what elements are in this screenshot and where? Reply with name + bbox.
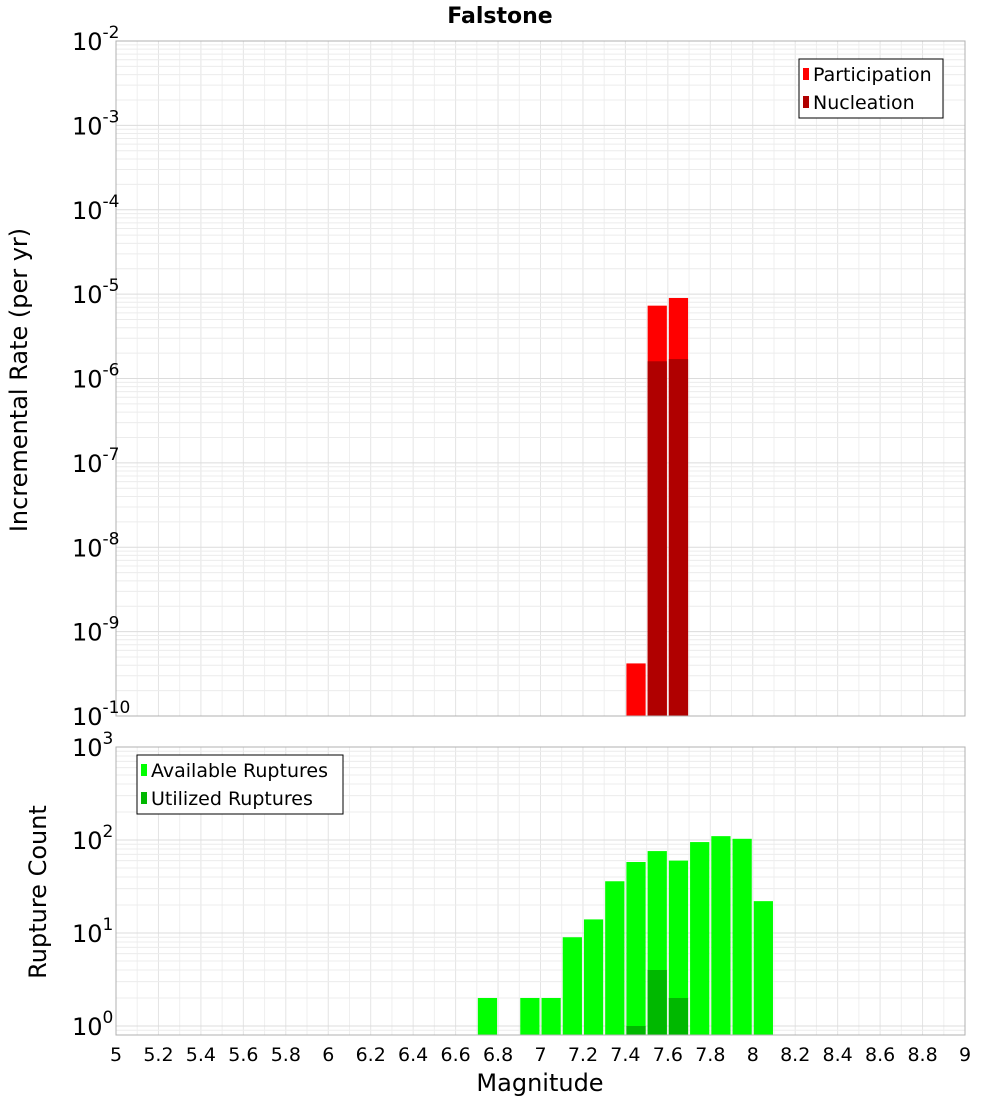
x-tick-label: 5.8 xyxy=(271,1044,301,1066)
top-y-axis-label: Incremental Rate (per yr) xyxy=(5,228,33,532)
top-legend: Participation Nucleation xyxy=(798,58,944,119)
top-plot-frame xyxy=(115,40,966,717)
top-bar-s1 xyxy=(626,663,646,716)
top-y-tick-label: 10-4 xyxy=(72,192,120,225)
bottom-bar-s1 xyxy=(690,842,710,1035)
bottom-bar-s1 xyxy=(562,937,582,1035)
top-y-tick-label: 10-3 xyxy=(72,107,120,140)
top-y-tick-label: 10-9 xyxy=(72,614,120,647)
x-tick-label: 5.6 xyxy=(228,1044,258,1066)
bottom-y-tick-label: 102 xyxy=(72,822,113,855)
bottom-legend-label: Utilized Ruptures xyxy=(151,788,313,810)
bottom-bar-s1 xyxy=(520,997,540,1035)
x-tick-label: 8.8 xyxy=(907,1044,937,1066)
bottom-bar-s1 xyxy=(626,861,646,1035)
bottom-legend-box xyxy=(136,754,344,815)
top-y-tick-label: 10-10 xyxy=(72,698,130,731)
top-bars xyxy=(626,297,689,716)
bottom-y-tick-label: 100 xyxy=(72,1008,113,1041)
x-ticks: 5 5.2 5.4 5.6 5.8 6 6.2 6.4 6.6 6.8 7 7.2 7.4 7.6 7.8 8… xyxy=(110,1044,971,1066)
top-y-tick-label: 10-6 xyxy=(72,361,120,394)
top-panel-rate: 10-10 10-9 10-8 10-7 10-6 10-5 10-4 10-3 10-2 Par… xyxy=(72,23,966,731)
top-y-tick-label: 10-2 xyxy=(72,23,120,56)
x-tick-label: 8.4 xyxy=(823,1044,853,1066)
top-legend-label: Participation xyxy=(813,64,932,86)
top-legend-swatch xyxy=(803,96,809,108)
bottom-bar-s1 xyxy=(583,919,604,1035)
x-tick-label: 6.6 xyxy=(440,1044,470,1066)
bottom-bar-s1 xyxy=(477,997,498,1035)
x-tick-label: 8.6 xyxy=(865,1044,895,1066)
x-tick-label: 6.4 xyxy=(398,1044,428,1066)
top-y-tick-label: 10-8 xyxy=(72,529,120,562)
bottom-bar-s1 xyxy=(753,901,773,1035)
bottom-bars xyxy=(477,836,773,1035)
bottom-y-axis-label: Rupture Count xyxy=(24,805,52,979)
bottom-bar-s1 xyxy=(711,836,731,1035)
bottom-bar-s2 xyxy=(647,969,667,1035)
top-bar-s2 xyxy=(647,361,667,716)
bottom-bar-s2 xyxy=(626,1025,646,1035)
x-tick-label: 7.8 xyxy=(695,1044,725,1066)
top-legend-box xyxy=(798,58,944,119)
top-bar-s2 xyxy=(668,359,689,716)
x-tick-label: 5 xyxy=(110,1044,122,1066)
x-tick-label: 5.4 xyxy=(186,1044,216,1066)
bottom-y-tick-label: 101 xyxy=(72,915,113,948)
x-axis-label: Magnitude xyxy=(476,1069,603,1097)
bottom-bar-s1 xyxy=(541,997,561,1035)
bottom-bar-s1 xyxy=(732,838,752,1035)
top-grid xyxy=(115,40,966,717)
x-tick-label: 7 xyxy=(534,1044,546,1066)
x-tick-label: 7.6 xyxy=(653,1044,683,1066)
bottom-legend-swatch xyxy=(141,764,147,776)
top-y-ticks: 10-10 10-9 10-8 10-7 10-6 10-5 10-4 10-3 10-2 xyxy=(72,23,130,731)
bottom-bar-s1 xyxy=(605,881,625,1035)
bottom-legend-swatch xyxy=(141,792,147,804)
x-tick-label: 7.4 xyxy=(610,1044,640,1066)
x-tick-label: 6.2 xyxy=(356,1044,386,1066)
chart-title: Falstone xyxy=(447,4,552,29)
x-tick-label: 9 xyxy=(959,1044,971,1066)
bottom-y-ticks: 100 101 102 103 xyxy=(72,729,113,1041)
bottom-plot-frame xyxy=(115,746,966,1036)
bottom-y-tick-label: 103 xyxy=(72,729,113,762)
top-legend-label: Nucleation xyxy=(813,92,915,114)
bottom-legend: Available Ruptures Utilized Ruptures xyxy=(136,754,344,815)
bottom-bar-s2 xyxy=(668,997,689,1035)
x-tick-label: 6 xyxy=(322,1044,334,1066)
top-y-tick-label: 10-5 xyxy=(72,276,120,309)
top-y-tick-label: 10-7 xyxy=(72,445,120,478)
bottom-bar-s1 xyxy=(668,860,689,1035)
x-tick-label: 7.2 xyxy=(568,1044,598,1066)
x-tick-label: 8.2 xyxy=(780,1044,810,1066)
x-tick-label: 5.2 xyxy=(143,1044,173,1066)
x-tick-label: 6.8 xyxy=(483,1044,513,1066)
top-legend-swatch xyxy=(803,68,809,80)
bottom-legend-label: Available Ruptures xyxy=(151,760,328,782)
x-tick-label: 8 xyxy=(747,1044,759,1066)
